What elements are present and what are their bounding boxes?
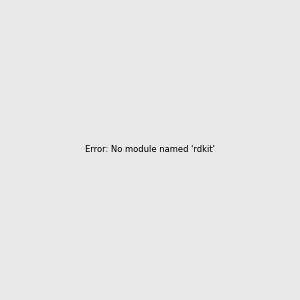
Text: Error: No module named 'rdkit': Error: No module named 'rdkit' [85, 146, 215, 154]
